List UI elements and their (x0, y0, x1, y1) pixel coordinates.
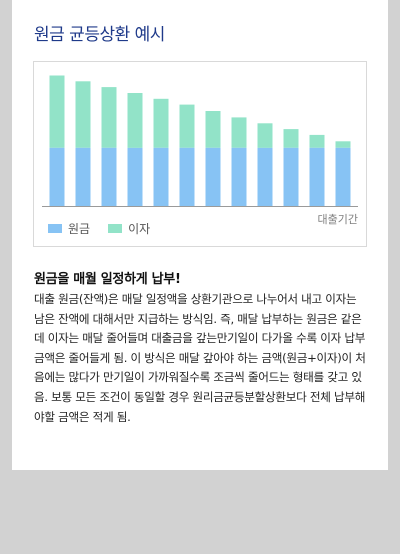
bar-principal-12 (335, 147, 351, 206)
bar-principal-10 (283, 147, 299, 206)
bar-interest-2 (75, 81, 91, 148)
legend-swatch-principal (48, 224, 62, 233)
legend-item-principal: 원금 (48, 220, 90, 237)
chart-svg (42, 75, 358, 207)
chart-legend: 원금 이자 (48, 220, 168, 237)
content-card: 원금 균등상환 예시 대출기간 원금 이자 원금을 매월 일정하게 납부! 대출… (12, 0, 388, 470)
bar-principal-11 (309, 147, 325, 206)
bar-interest-8 (231, 117, 247, 148)
bar-interest-5 (153, 98, 169, 148)
x-axis-label: 대출기간 (317, 213, 358, 226)
bar-interest-9 (257, 123, 273, 148)
bar-principal-3 (101, 147, 117, 206)
bar-principal-4 (127, 147, 143, 206)
legend-swatch-interest (108, 224, 123, 233)
bar-interest-10 (283, 129, 299, 148)
bar-principal-2 (75, 147, 91, 206)
bar-interest-4 (127, 93, 143, 148)
bar-interest-12 (335, 141, 351, 148)
description-text: 대출 원금(잔액)은 매달 일정액을 상환기관으로 나누어서 내고 이자는 남은… (34, 292, 366, 424)
bar-principal-7 (205, 147, 221, 206)
bar-principal-5 (153, 147, 169, 206)
bar-principal-6 (179, 147, 195, 206)
bar-principal-8 (231, 147, 247, 206)
bar-interest-3 (101, 87, 117, 148)
bar-interest-1 (49, 75, 65, 148)
chart-container: 대출기간 원금 이자 (33, 61, 367, 247)
section-heading: 원금을 매월 일정하게 납부! (34, 272, 181, 287)
legend-label-principal: 원금 (68, 222, 91, 236)
bar-principal-9 (257, 147, 273, 206)
bar-interest-6 (179, 104, 195, 148)
bar-interest-11 (309, 134, 325, 148)
legend-label-interest: 이자 (128, 222, 151, 236)
bar-principal-1 (49, 147, 65, 206)
legend-item-interest: 이자 (108, 220, 150, 237)
bar-interest-7 (205, 111, 221, 148)
page-title: 원금 균등상환 예시 (34, 25, 165, 45)
